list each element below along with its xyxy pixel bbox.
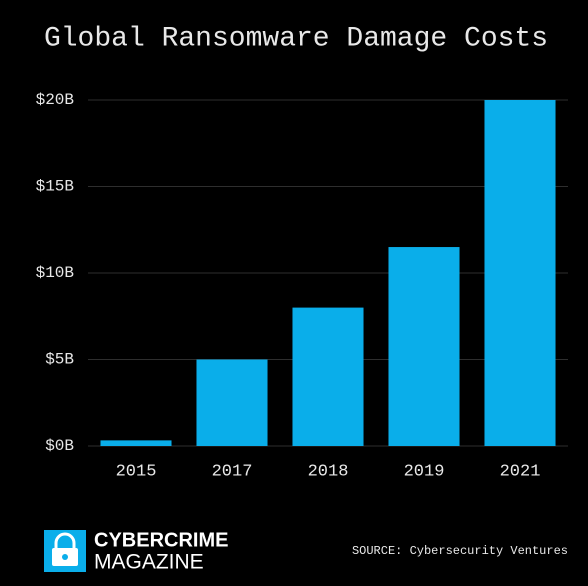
- x-tick-label: 2019: [404, 462, 445, 481]
- y-tick-label: $0B: [45, 437, 74, 455]
- x-tick-label: 2021: [500, 462, 541, 481]
- chart-title: Global Ransomware Damage Costs: [44, 23, 548, 54]
- x-tick-label: 2018: [308, 462, 349, 481]
- y-tick-label: $15B: [36, 178, 74, 196]
- brand-line2: MAGAZINE: [94, 551, 204, 574]
- bar: [100, 440, 172, 446]
- y-tick-label: $10B: [36, 264, 74, 282]
- logo-icon: [44, 530, 86, 572]
- logo-keyhole: [62, 554, 68, 560]
- bar: [388, 247, 460, 446]
- y-tick-label: $20B: [36, 91, 74, 109]
- bar: [196, 359, 268, 446]
- source-note: SOURCE: Cybersecurity Ventures: [352, 544, 568, 558]
- x-tick-label: 2015: [116, 462, 157, 481]
- x-tick-label: 2017: [212, 462, 253, 481]
- brand-line1: CYBERCRIME: [94, 529, 228, 551]
- bar: [484, 100, 556, 446]
- y-tick-label: $5B: [45, 351, 74, 369]
- bar: [292, 307, 364, 446]
- logo-shackle: [54, 532, 76, 548]
